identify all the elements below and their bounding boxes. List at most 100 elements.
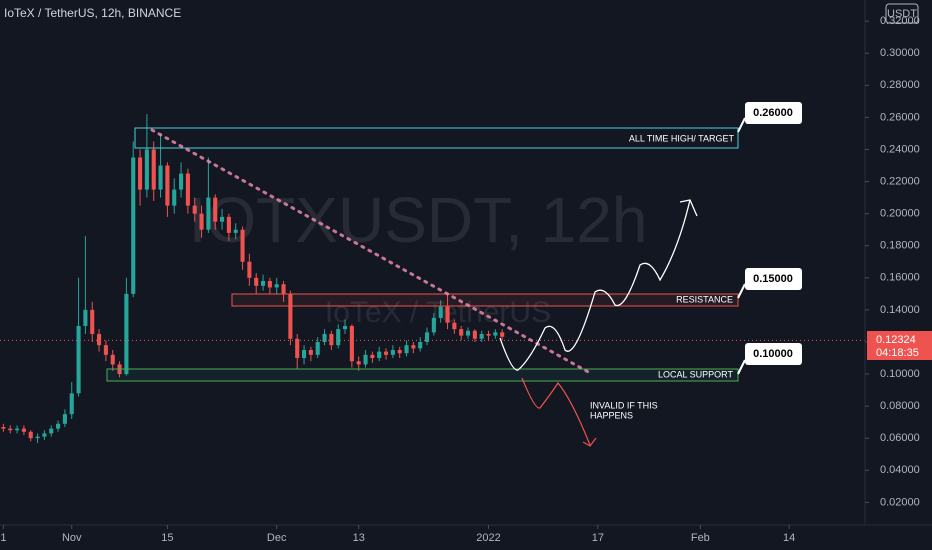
y-tick-label: 0.22000 — [880, 175, 920, 187]
invalid-label: HAPPENS — [590, 410, 633, 420]
candle-body — [431, 317, 436, 333]
candle-body — [56, 423, 61, 429]
y-tick-label: 0.32000 — [880, 15, 920, 27]
callout-text: 0.15000 — [753, 273, 793, 285]
candle-body — [424, 332, 430, 342]
resistance-box — [231, 293, 739, 307]
candle-body — [452, 322, 457, 330]
x-tick-label: Nov — [62, 532, 82, 544]
x-tick-label: 17 — [592, 532, 604, 544]
candle-body — [465, 330, 471, 336]
candle-body — [165, 165, 170, 206]
candle-body — [1, 426, 6, 429]
candle-body — [42, 433, 47, 437]
callout-pointer — [737, 283, 746, 299]
candle-body — [500, 332, 505, 337]
y-tick-label: 0.08000 — [880, 400, 920, 412]
callout-text: 0.10000 — [753, 348, 793, 360]
ath-box — [134, 127, 739, 149]
candle-body — [192, 205, 197, 214]
candle-body — [76, 325, 81, 394]
candle-body — [342, 325, 348, 330]
candle-body — [49, 428, 54, 434]
currency-box — [885, 3, 919, 24]
candle-body — [103, 345, 108, 355]
candle-body — [438, 306, 443, 318]
candle-body — [144, 149, 149, 190]
y-tick-label: 0.30000 — [880, 47, 920, 59]
candle-body — [308, 350, 313, 355]
candle-body — [349, 325, 354, 362]
y-tick-label: 0.28000 — [880, 79, 920, 91]
projection-arrow — [679, 199, 698, 217]
candle-body — [329, 333, 334, 346]
candle-body — [247, 261, 252, 278]
candle-body — [131, 157, 136, 294]
candle-body — [459, 329, 464, 336]
y-tick-label: 0.14000 — [880, 304, 920, 316]
invalid-path — [521, 377, 591, 446]
candle-body — [199, 213, 204, 230]
candle-body — [301, 350, 307, 359]
candle-body — [411, 345, 416, 349]
invalid-arrow — [582, 437, 597, 447]
candle-body — [418, 341, 423, 349]
y-tick-label: 0.16000 — [880, 272, 920, 284]
candle-body — [151, 149, 156, 190]
candle-body — [110, 354, 115, 365]
callout — [745, 102, 802, 124]
candle-body — [472, 330, 477, 339]
watermark-ticker: IOTXUSDT, 12h — [189, 184, 648, 256]
countdown: 04:18:35 — [876, 347, 919, 359]
callout-text: 0.26000 — [753, 107, 793, 119]
candle-body — [213, 197, 218, 222]
candle-body — [28, 431, 33, 439]
x-tick-label: Feb — [691, 532, 710, 544]
candle-body — [383, 351, 389, 355]
callouts: 0.26000 0.15000 0.10000 — [737, 102, 802, 375]
candle-body — [281, 284, 286, 294]
candle-body — [226, 216, 231, 233]
candle-body — [377, 351, 382, 359]
candle-body — [288, 293, 293, 339]
last-price: 0.12324 — [876, 334, 916, 346]
candle-body — [62, 414, 67, 424]
candle-body — [172, 189, 177, 206]
currency: USDT — [887, 8, 917, 20]
invalid-label: INVALID IF THIS — [590, 400, 658, 410]
support-box — [106, 368, 739, 382]
candle-body — [274, 284, 279, 288]
candle-body — [90, 309, 95, 334]
y-tick-label: 0.04000 — [880, 464, 920, 476]
x-tick-label: 15 — [161, 532, 173, 544]
candle-body — [479, 333, 484, 339]
candle-body — [21, 428, 26, 432]
trendline — [150, 128, 594, 376]
candle-body — [486, 333, 491, 336]
candle-body — [315, 341, 320, 355]
x-tick-label: 2022 — [476, 532, 500, 544]
candle-body — [15, 428, 20, 431]
watermark: IOTXUSDT, 12h IoTeX / TetherUS — [189, 184, 648, 329]
candle-body — [206, 197, 211, 230]
projection-path — [499, 199, 691, 371]
candle-body — [336, 329, 341, 346]
candle-body — [445, 306, 450, 323]
y-tick-label: 0.26000 — [880, 111, 920, 123]
candle-body — [69, 393, 74, 415]
y-tick-label: 0.20000 — [880, 208, 920, 220]
candle-body — [267, 281, 272, 288]
candle-body — [295, 338, 300, 359]
support-label: LOCAL SUPPORT — [658, 369, 734, 379]
x-tick-label: 13 — [353, 532, 365, 544]
y-tick-label: 0.10000 — [880, 368, 920, 380]
candle-body — [220, 216, 225, 222]
candle-body — [35, 436, 40, 439]
candle-body — [493, 332, 498, 336]
candle-body — [83, 309, 88, 326]
resistance-label: RESISTANCE — [676, 294, 733, 304]
candle-body — [97, 333, 102, 346]
callout-pointer — [737, 359, 746, 375]
ath-label: ALL TIME HIGH/ TARGET — [629, 133, 735, 143]
